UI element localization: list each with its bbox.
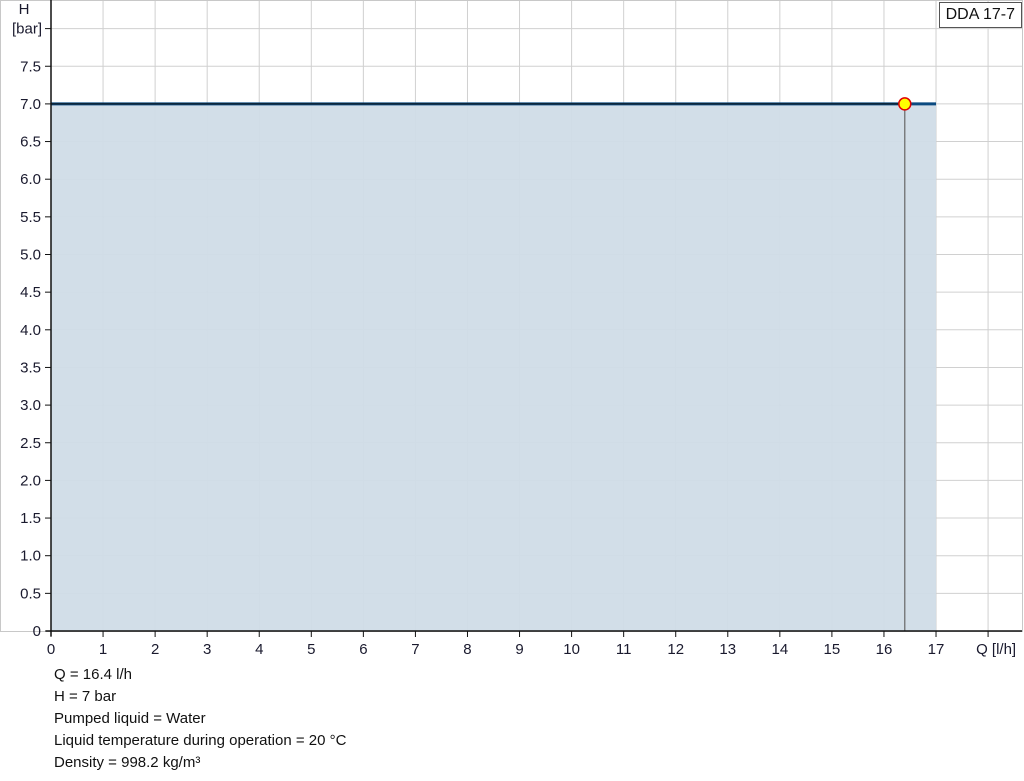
x-tick-label: 16 <box>876 641 893 658</box>
x-tick-label: 2 <box>151 641 159 658</box>
x-tick-label: 10 <box>563 641 580 658</box>
x-tick-label: 11 <box>616 641 632 658</box>
y-axis-label: H <box>19 1 30 18</box>
legend-label: DDA 17-7 <box>938 2 1022 28</box>
y-tick-label: 7.0 <box>20 96 41 113</box>
x-tick-label: 13 <box>719 641 736 658</box>
x-tick-label: 14 <box>771 641 788 658</box>
x-tick-label: 15 <box>824 641 841 658</box>
info-head: H = 7 bar <box>54 688 117 705</box>
x-tick-label: 5 <box>307 641 315 658</box>
curve-area <box>51 103 937 631</box>
operating-point <box>898 97 912 111</box>
x-tick-label: 6 <box>359 641 367 658</box>
y-tick-label: 5.0 <box>20 247 41 264</box>
y-tick-label: 1.5 <box>20 510 41 527</box>
x-tick-label: 0 <box>47 641 55 658</box>
y-tick-label: 6.0 <box>20 171 41 188</box>
y-tick-label: 3.0 <box>20 397 41 414</box>
y-tick-label: 1.0 <box>20 548 41 565</box>
x-tick-label: 17 <box>928 641 945 658</box>
y-tick-label: 0 <box>33 623 41 640</box>
y-axis-unit: [bar] <box>12 21 42 38</box>
x-tick-label: 7 <box>411 641 419 658</box>
y-tick-label: 7.5 <box>20 58 41 75</box>
info-liquid: Pumped liquid = Water <box>54 710 206 727</box>
info-density: Density = 998.2 kg/m³ <box>54 754 201 771</box>
info-temperature: Liquid temperature during operation = 20… <box>54 732 347 749</box>
x-tick-label: 9 <box>515 641 523 658</box>
x-tick-label: 4 <box>255 641 263 658</box>
y-tick-label: 4.5 <box>20 284 41 301</box>
y-tick-label: 0.5 <box>20 585 41 602</box>
y-tick-label: 4.0 <box>20 322 41 339</box>
x-axis-label: Q [l/h] <box>976 641 1016 658</box>
x-tick-label: 12 <box>667 641 684 658</box>
info-flow: Q = 16.4 l/h <box>54 666 132 683</box>
x-tick-label: 1 <box>99 641 107 658</box>
x-tick-label: 3 <box>203 641 211 658</box>
x-tick-label: 8 <box>463 641 471 658</box>
y-tick-label: 5.5 <box>20 209 41 226</box>
y-tick-label: 2.5 <box>20 435 41 452</box>
y-tick-label: 2.0 <box>20 472 41 489</box>
y-tick-label: 6.5 <box>20 134 41 151</box>
y-tick-label: 3.5 <box>20 359 41 376</box>
